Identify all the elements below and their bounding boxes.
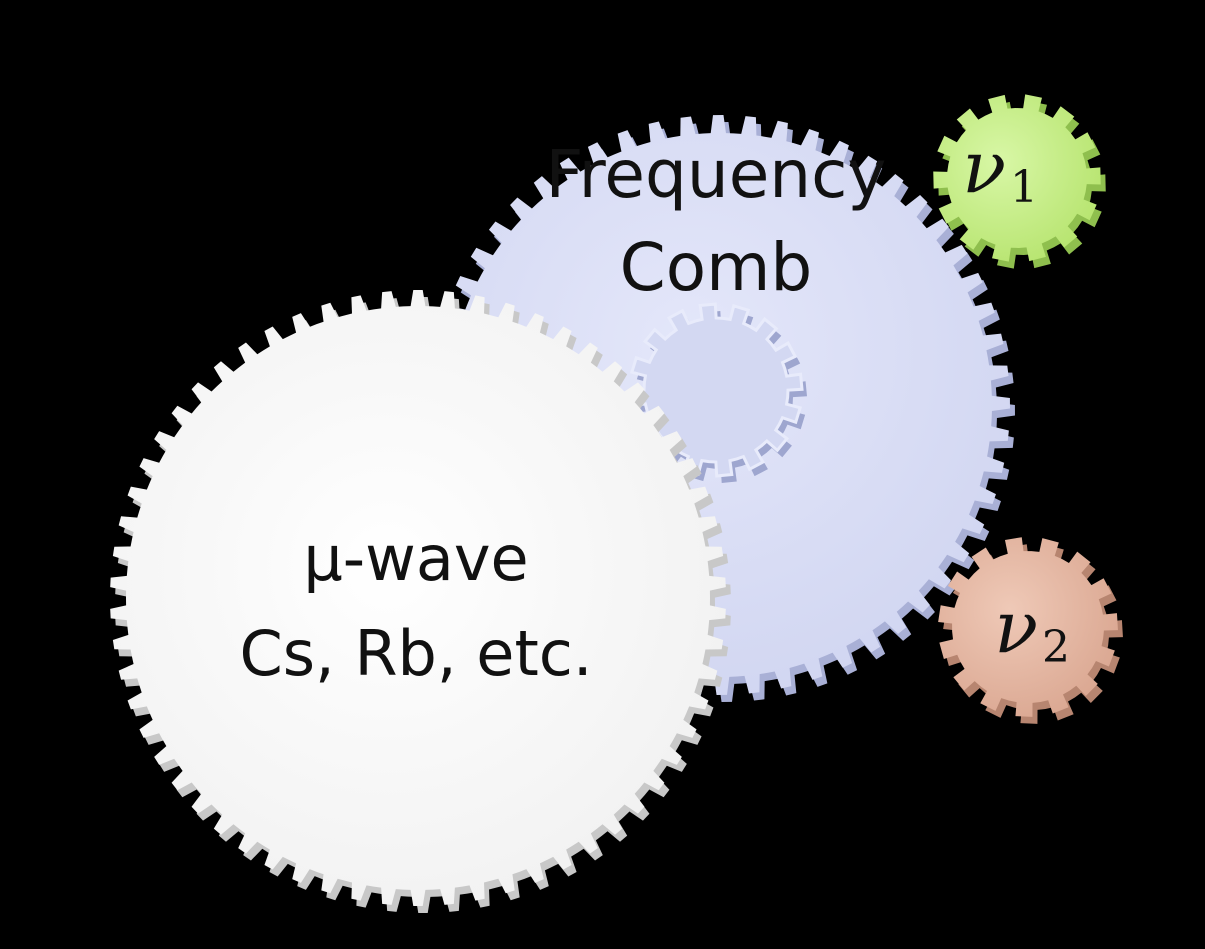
- nu1-symbol: ν: [962, 125, 1006, 209]
- microwave-label-line2: Cs, Rb, etc.: [239, 617, 592, 690]
- nu2-gear: ν 2: [938, 537, 1123, 724]
- nu2-subscript: 2: [1042, 622, 1070, 673]
- frequency-comb-label-line1: Frequency: [546, 136, 887, 213]
- microwave-gear: μ-wave Cs, Rb, etc.: [110, 290, 731, 913]
- nu1-gear-body: [933, 94, 1101, 262]
- nu2-gear-body: [938, 537, 1118, 717]
- microwave-label-line1: μ-wave: [303, 522, 528, 595]
- nu1-subscript: 1: [1010, 162, 1038, 213]
- nu1-gear: ν 1: [933, 94, 1106, 269]
- frequency-comb-label-line2: Comb: [620, 229, 813, 306]
- microwave-gear-body: [110, 290, 726, 906]
- nu2-symbol: ν: [994, 585, 1038, 669]
